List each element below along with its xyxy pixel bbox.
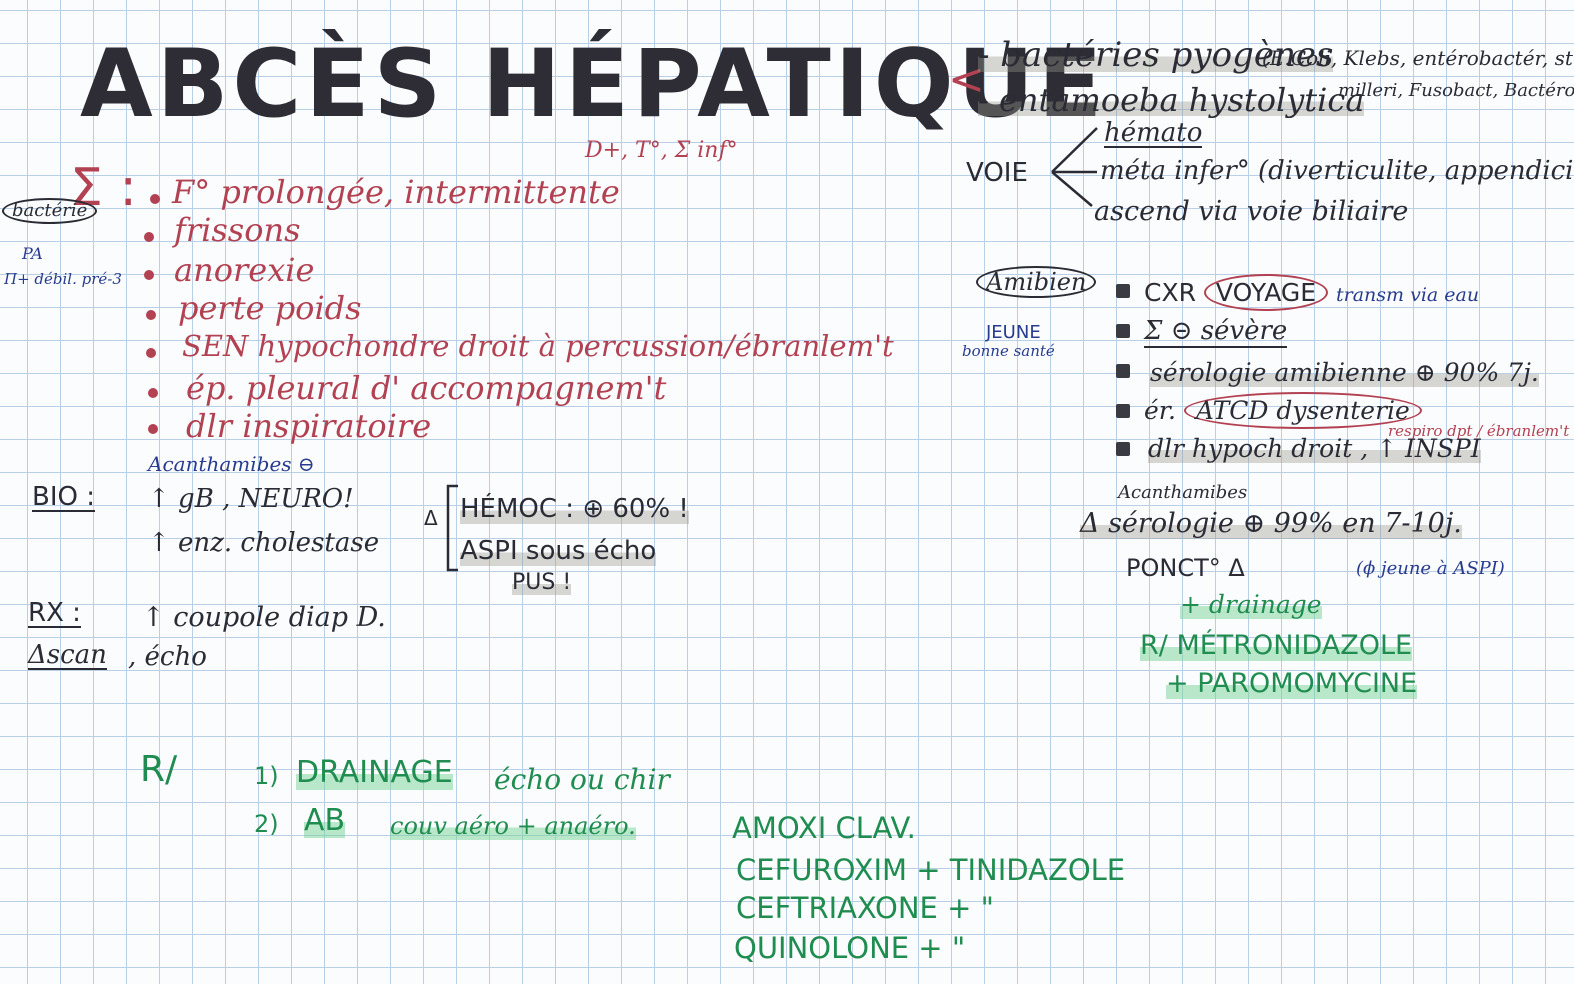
- symptom-bullet-1: [150, 194, 160, 204]
- amibien-delta-text: Δ sérologie ⊕ 99% en 7-10j.: [1080, 508, 1462, 539]
- amibien-bullet-2: [1116, 324, 1130, 338]
- symptom-bullet-4: [146, 310, 156, 320]
- amibien-item-5: dlr hypoch droit , ↑ INSPI: [1148, 434, 1481, 463]
- amibien-note: Acanthamibes: [1118, 482, 1248, 503]
- amibien-item-4: ér. ATCD dysenterie: [1144, 392, 1422, 429]
- treatment-step-1: DRAINAGE: [296, 755, 453, 790]
- cause-line-1: - bactéries pyogènes: [978, 35, 1334, 75]
- treatment-step-1-text: DRAINAGE: [296, 755, 453, 790]
- rx-label: RX :: [28, 598, 81, 628]
- side-note-debil: Π+ débil. pré-3: [4, 270, 122, 288]
- amibien-item-2: Σ ⊝ sévère: [1144, 316, 1288, 348]
- amibien-ponct-note: (ϕ jeune à ASPI): [1356, 558, 1505, 579]
- voie-item-3: ascend via voie biliaire: [1094, 196, 1409, 227]
- abx-3: CEFTRIAXONE + ": [736, 891, 994, 925]
- diag-bracket: [446, 484, 458, 572]
- treatment-step-2-num: 2): [254, 810, 279, 838]
- rx-text: ↑ coupole diap D.: [142, 602, 386, 633]
- side-label-bacterie: bactérie: [2, 198, 98, 224]
- diag-delta: Δ: [424, 506, 438, 530]
- page-title: ABCÈS HÉPATIQUE: [80, 30, 1107, 139]
- treatment-label: R/: [140, 749, 178, 790]
- amibien-label: Amibien: [976, 266, 1097, 298]
- abx-1: AMOXI CLAV.: [732, 811, 916, 845]
- amibien-side-jeune: JEUNE: [986, 322, 1041, 343]
- amibien-item-4-text: ér.: [1144, 396, 1176, 425]
- cause-line-2-detail: milleri, Fusobact, Bactéroides): [1338, 80, 1574, 101]
- diag-hemoc-text: HÉMOC : ⊕ 60% !: [460, 494, 689, 524]
- amibien-bullet-3: [1116, 364, 1130, 378]
- symptom-item-6: ép. pleural d' accompagnem't: [186, 369, 667, 407]
- diag-aspi-text: ASPI sous écho: [460, 536, 657, 566]
- symptom-item-7: dlr inspiratoire: [186, 407, 432, 445]
- symptom-item-2: frissons: [174, 211, 301, 249]
- amibien-rx-1: R/ MÉTRONIDAZOLE: [1140, 630, 1413, 661]
- treatment-step-1-num: 1): [254, 762, 279, 790]
- symptom-item-1: F° prolongée, intermittente: [172, 173, 620, 211]
- cause-line-1-detail: (E.Coli, Klebs, entérobactér, strept.: [1262, 46, 1574, 70]
- treatment-step-2-text: AB: [304, 803, 346, 838]
- symptom-item-4: perte poids: [178, 289, 362, 327]
- amibien-bullet-1: [1116, 284, 1130, 298]
- diag-pus: PUS !: [512, 570, 572, 595]
- amibien-bullet-5: [1116, 442, 1130, 456]
- symptom-item-5: SEN hypochondre droit à percussion/ébran…: [182, 329, 894, 363]
- voie-item-1: hémato: [1104, 118, 1203, 148]
- symptom-bullet-3: [144, 270, 154, 280]
- amibien-side-sante: bonne santé: [962, 342, 1055, 360]
- amibien-delta-line: Δ sérologie ⊕ 99% en 7-10j.: [1080, 508, 1462, 539]
- diag-hemoc: HÉMOC : ⊕ 60% !: [460, 494, 689, 524]
- cause-line-2: - entamoeba hystolytica: [978, 81, 1365, 119]
- amibien-rx-2-text: + PAROMOMYCINE: [1166, 668, 1418, 699]
- treatment-step-1-rest: écho ou chir: [494, 763, 670, 796]
- symptom-bullet-6: [148, 388, 158, 398]
- bio-line-1: ↑ gB , NEURO!: [148, 484, 354, 514]
- amibien-item-2-text: Σ ⊝ sévère: [1144, 316, 1288, 348]
- amibien-item-1: CXR VOYAGE transm via eau: [1144, 274, 1480, 311]
- amibien-item-3: sérologie amibienne ⊕ 90% 7j.: [1150, 358, 1539, 387]
- amibien-item-4-circled: ATCD dysenterie: [1183, 392, 1422, 429]
- bio-note: Acanthamibes ⊖: [148, 452, 315, 476]
- amibien-rx-1-text: R/ MÉTRONIDAZOLE: [1140, 630, 1413, 661]
- abx-4: QUINOLONE + ": [734, 931, 966, 965]
- amibien-item-1-extra: transm via eau: [1336, 284, 1480, 306]
- amibien-item-1-text: CXR: [1144, 278, 1196, 307]
- bio-label: BIO :: [32, 482, 95, 512]
- amibien-item-5-text: dlr hypoch droit , ↑ INSPI: [1148, 434, 1481, 463]
- symptom-item-3: anorexie: [174, 251, 315, 289]
- causes-bracket: <: [948, 54, 985, 105]
- amibien-drainage: + drainage: [1180, 590, 1322, 619]
- title-note: D+, T°, Σ inf°: [585, 138, 738, 163]
- treatment-step-2-rest-text: couv aéro + anaéro.: [390, 812, 636, 840]
- amibien-item-5-extra: respiro dpt / ébranlem't: [1388, 422, 1570, 440]
- amibien-ponct: PONCT° Δ: [1126, 554, 1245, 582]
- amibien-item-3-text: sérologie amibienne ⊕ 90% 7j.: [1150, 358, 1539, 387]
- treatment-step-2-rest: couv aéro + anaéro.: [390, 812, 636, 840]
- amibien-bullet-4: [1116, 404, 1130, 418]
- diag-aspi: ASPI sous écho: [460, 536, 657, 566]
- amibien-drainage-text: + drainage: [1180, 590, 1322, 619]
- voie-label: VOIE: [966, 158, 1028, 188]
- treatment-step-2: AB: [304, 803, 346, 838]
- side-note-pa: PA: [22, 244, 43, 263]
- amibien-rx-2: + PAROMOMYCINE: [1166, 668, 1418, 699]
- amibien-item-1-circled: VOYAGE: [1203, 274, 1329, 311]
- diag-pus-text: PUS !: [512, 570, 572, 595]
- voie-item-2: méta infer° (diverticulite, appendicite): [1100, 156, 1574, 186]
- rx-dscan: Δscan: [28, 640, 107, 670]
- symptom-bullet-7: [148, 424, 158, 434]
- voie-bracket: [1051, 127, 1098, 207]
- rx-echo: , écho: [128, 642, 207, 672]
- symptom-bullet-2: [144, 232, 154, 242]
- bio-line-2: ↑ enz. cholestase: [148, 528, 380, 558]
- abx-2: CEFUROXIM + TINIDAZOLE: [736, 853, 1126, 887]
- symptom-bullet-5: [146, 348, 156, 358]
